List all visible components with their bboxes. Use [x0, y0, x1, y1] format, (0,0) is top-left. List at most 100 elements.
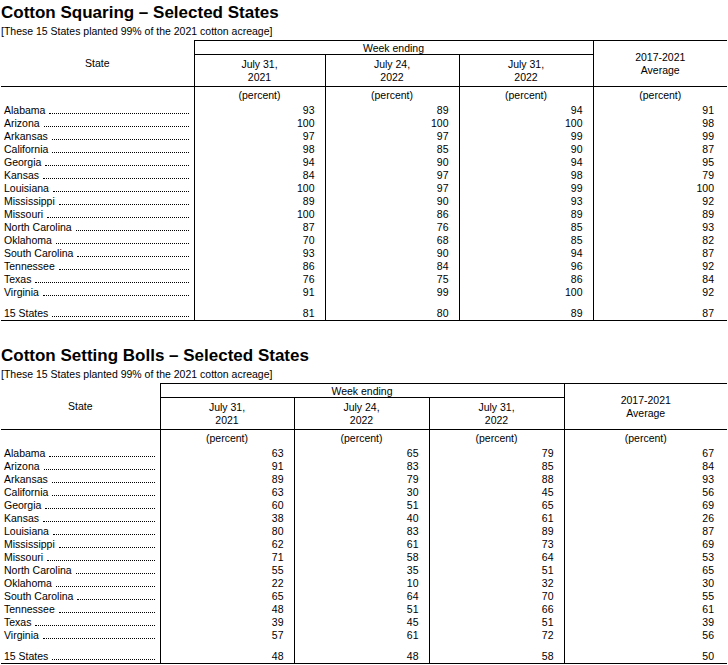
date-column-header-2: July 24, 2022 — [294, 398, 429, 430]
value-cell: 82 — [593, 234, 727, 247]
value-cell: 58 — [429, 648, 564, 664]
state-cell: Georgia — [1, 499, 160, 512]
unit-label: (percent) — [564, 430, 727, 446]
value-cell: 91 — [160, 460, 294, 473]
dot-leader — [49, 447, 154, 457]
date-column-header-1: July 31, 2021 — [160, 398, 294, 430]
unit-label: (percent) — [593, 87, 727, 103]
state-label: Missouri — [4, 208, 43, 221]
state-row: South Carolina65647055 — [1, 590, 727, 603]
value-cell: 39 — [564, 616, 727, 629]
value-cell: 99 — [459, 182, 593, 195]
state-label: Arkansas — [4, 130, 48, 143]
value-cell: 30 — [294, 486, 429, 499]
unit-label: (percent) — [459, 87, 593, 103]
state-row: Texas76758684 — [1, 273, 727, 286]
dot-leader — [35, 273, 188, 283]
report-page: Cotton Squaring – Selected States [These… — [0, 0, 728, 664]
dot-leader — [53, 525, 155, 535]
value-cell: 38 — [160, 512, 294, 525]
state-label: Louisiana — [4, 182, 49, 195]
state-row: Mississippi62617369 — [1, 538, 727, 551]
state-cell: Texas — [1, 273, 194, 286]
state-row: Arizona10010010098 — [1, 117, 727, 130]
unit-empty-cell — [1, 87, 194, 103]
value-cell: 85 — [459, 221, 593, 234]
state-row: North Carolina55355165 — [1, 564, 727, 577]
state-label: Oklahoma — [4, 577, 52, 590]
value-cell: 84 — [564, 460, 727, 473]
table-header: State Week ending 2017-2021 Average July… — [1, 41, 727, 103]
value-cell: 86 — [459, 273, 593, 286]
cotton-squaring-section: Cotton Squaring – Selected States [These… — [1, 4, 727, 321]
state-cell: 15 States — [1, 305, 194, 321]
average-column-header: 2017-2021 Average — [593, 41, 727, 87]
value-cell: 93 — [194, 102, 325, 117]
value-cell: 100 — [194, 117, 325, 130]
value-cell: 55 — [564, 590, 727, 603]
state-row: Arizona91838584 — [1, 460, 727, 473]
state-cell: Oklahoma — [1, 577, 160, 590]
value-cell: 100 — [194, 182, 325, 195]
value-cell: 65 — [429, 499, 564, 512]
table-header: State Week ending 2017-2021 Average July… — [1, 384, 727, 446]
value-cell: 97 — [325, 169, 459, 182]
value-cell: 58 — [294, 551, 429, 564]
total-row: 15 States81808987 — [1, 305, 727, 321]
unit-empty-cell — [1, 430, 160, 446]
state-row: Missouri100868989 — [1, 208, 727, 221]
state-cell: Georgia — [1, 156, 194, 169]
dot-leader — [76, 221, 189, 231]
value-cell: 67 — [564, 445, 727, 460]
dot-leader — [43, 286, 189, 296]
unit-row: (percent) (percent) (percent) (percent) — [1, 430, 727, 446]
value-cell: 73 — [429, 538, 564, 551]
state-row: Mississippi89909392 — [1, 195, 727, 208]
value-cell: 87 — [593, 305, 727, 321]
value-cell: 61 — [294, 538, 429, 551]
value-cell: 86 — [325, 208, 459, 221]
value-cell: 53 — [564, 551, 727, 564]
state-label: Missouri — [4, 551, 43, 564]
cotton-squaring-table: State Week ending 2017-2021 Average July… — [1, 40, 727, 321]
state-cell: Mississippi — [1, 195, 194, 208]
week-ending-header: Week ending — [160, 384, 564, 398]
state-label: Georgia — [4, 499, 41, 512]
dot-leader — [44, 117, 189, 127]
state-row: Tennessee48516661 — [1, 603, 727, 616]
dot-leader — [45, 499, 154, 509]
state-cell: Texas — [1, 616, 160, 629]
value-cell: 87 — [593, 247, 727, 260]
value-cell: 65 — [160, 590, 294, 603]
value-cell: 85 — [325, 143, 459, 156]
state-cell: Alabama — [1, 102, 194, 117]
unit-label: (percent) — [194, 87, 325, 103]
value-cell: 65 — [564, 564, 727, 577]
section-note: [These 15 States planted 99% of the 2021… — [1, 368, 727, 380]
dot-leader — [43, 512, 154, 522]
value-cell: 75 — [325, 273, 459, 286]
dot-leader — [43, 629, 155, 639]
value-cell: 10 — [294, 577, 429, 590]
value-cell: 63 — [160, 486, 294, 499]
value-cell: 35 — [294, 564, 429, 577]
value-cell: 40 — [294, 512, 429, 525]
state-row: Tennessee86849692 — [1, 260, 727, 273]
state-cell: California — [1, 486, 160, 499]
state-label: Oklahoma — [4, 234, 52, 247]
table-body: Alabama93899491Arizona10010010098Arkansa… — [1, 102, 727, 321]
state-cell: Virginia — [1, 629, 160, 642]
state-row: Kansas84979879 — [1, 169, 727, 182]
value-cell: 89 — [459, 305, 593, 321]
value-cell: 22 — [160, 577, 294, 590]
value-cell: 79 — [294, 473, 429, 486]
state-cell: Kansas — [1, 169, 194, 182]
state-row: Arkansas97979999 — [1, 130, 727, 143]
state-column-header: State — [1, 41, 194, 87]
value-cell: 97 — [194, 130, 325, 143]
dot-leader — [49, 104, 188, 114]
cotton-setting-bolls-section: Cotton Setting Bolls – Selected States [… — [1, 347, 727, 664]
unit-label: (percent) — [160, 430, 294, 446]
value-cell: 89 — [194, 195, 325, 208]
state-column-header: State — [1, 384, 160, 430]
